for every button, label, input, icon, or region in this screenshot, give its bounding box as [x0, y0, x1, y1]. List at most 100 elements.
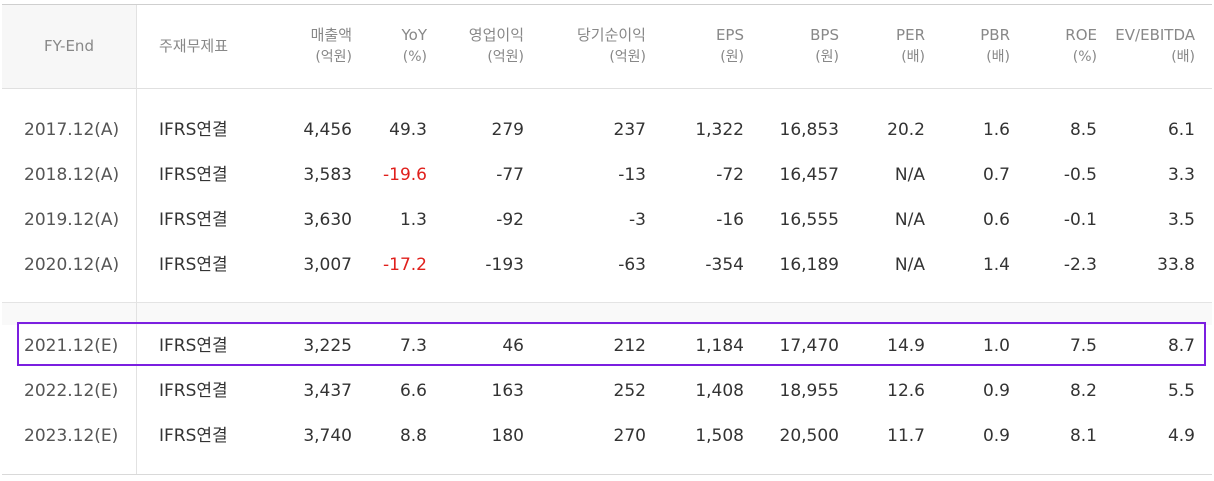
- cell-main-statement: IFRS연결: [159, 336, 228, 356]
- cell-roe: 8.2: [1069, 381, 1097, 401]
- cell-per: N/A: [894, 255, 925, 275]
- cell-pbr: 0.9: [982, 381, 1010, 401]
- table-bottom-border: [2, 474, 1212, 475]
- cell-bps: 17,470: [779, 336, 839, 356]
- cell-operating-profit: -77: [496, 165, 524, 185]
- header-per: PER (배): [847, 4, 925, 88]
- header-unit: (원): [815, 49, 839, 65]
- cell-per: N/A: [894, 165, 925, 185]
- header-label: 당기순이익: [576, 26, 646, 44]
- cell-roe: 7.5: [1069, 336, 1097, 356]
- cell-revenue: 3,740: [303, 426, 352, 446]
- cell-bps: 16,853: [779, 120, 839, 140]
- table-row: 2021.12(E) IFRS연결 3,225 7.3 46 212 1,184 17,470…: [2, 324, 1212, 368]
- header-ev-ebitda: EV/EBITDA (배): [1102, 4, 1195, 88]
- actual-estimate-separator: [2, 302, 1212, 325]
- header-unit: (배): [901, 49, 925, 65]
- header-label: 주재무제표: [159, 37, 229, 55]
- cell-main-statement: IFRS연결: [159, 120, 228, 140]
- cell-revenue: 3,437: [303, 381, 352, 401]
- cell-pbr: 0.6: [982, 210, 1010, 230]
- cell-net-income: -13: [618, 165, 646, 185]
- cell-ev-ebitda: 33.8: [1157, 255, 1195, 275]
- header-unit: (%): [402, 49, 427, 65]
- cell-eps: -16: [716, 210, 744, 230]
- table-top-border: [2, 4, 1212, 5]
- cell-roe: 8.1: [1069, 426, 1097, 446]
- cell-main-statement: IFRS연결: [159, 255, 228, 275]
- header-label: ROE: [1065, 26, 1097, 44]
- cell-revenue: 3,007: [303, 255, 352, 275]
- cell-yoy: -19.6: [383, 165, 427, 185]
- cell-main-statement: IFRS연결: [159, 426, 228, 446]
- header-operating-profit: 영업이익 (억원): [432, 4, 524, 88]
- header-unit: (원): [720, 49, 744, 65]
- cell-pbr: 1.6: [982, 120, 1010, 140]
- header-divider: [2, 88, 1212, 89]
- cell-fy-end: 2018.12(A): [24, 165, 120, 185]
- header-bps: BPS (원): [757, 4, 839, 88]
- table-row: 2022.12(E) IFRS연결 3,437 6.6 163 252 1,408 18,95…: [2, 369, 1212, 413]
- cell-operating-profit: 279: [491, 120, 524, 140]
- cell-main-statement: IFRS연결: [159, 381, 228, 401]
- cell-fy-end: 2021.12(E): [24, 336, 119, 356]
- table-row: 2018.12(A) IFRS연결 3,583 -19.6 -77 -13 -72 16,45…: [2, 153, 1212, 197]
- header-revenue: 매출액 (억원): [272, 4, 352, 88]
- cell-net-income: 237: [613, 120, 646, 140]
- cell-bps: 16,189: [779, 255, 839, 275]
- table-row: 2023.12(E) IFRS연결 3,740 8.8 180 270 1,508 20,50…: [2, 414, 1212, 458]
- cell-yoy: 7.3: [399, 336, 427, 356]
- cell-pbr: 1.0: [982, 336, 1010, 356]
- header-label: 영업이익: [468, 26, 524, 44]
- cell-per: 11.7: [887, 426, 925, 446]
- header-main-statement: 주재무제표: [159, 4, 269, 88]
- cell-operating-profit: -193: [485, 255, 524, 275]
- header-label: FY-End: [44, 37, 94, 55]
- cell-roe: -2.3: [1063, 255, 1097, 275]
- cell-revenue: 3,225: [303, 336, 352, 356]
- cell-fy-end: 2017.12(A): [24, 120, 120, 140]
- cell-bps: 20,500: [779, 426, 839, 446]
- cell-eps: 1,184: [695, 336, 744, 356]
- table-row: 2020.12(A) IFRS연결 3,007 -17.2 -193 -63 -354 16,…: [2, 243, 1212, 287]
- cell-ev-ebitda: 5.5: [1167, 381, 1195, 401]
- cell-pbr: 0.9: [982, 426, 1010, 446]
- header-label: PER: [896, 26, 925, 44]
- cell-ev-ebitda: 3.5: [1167, 210, 1195, 230]
- header-eps: EPS (원): [662, 4, 744, 88]
- cell-bps: 18,955: [779, 381, 839, 401]
- cell-main-statement: IFRS연결: [159, 210, 228, 230]
- cell-net-income: -63: [618, 255, 646, 275]
- cell-bps: 16,555: [779, 210, 839, 230]
- cell-yoy: 49.3: [389, 120, 427, 140]
- cell-eps: 1,322: [695, 120, 744, 140]
- fy-column-divider: [136, 5, 137, 474]
- header-fy-end: FY-End: [2, 4, 136, 88]
- cell-operating-profit: -92: [496, 210, 524, 230]
- header-roe: ROE (%): [1017, 4, 1097, 88]
- cell-operating-profit: 46: [502, 336, 524, 356]
- header-yoy: YoY (%): [357, 4, 427, 88]
- header-unit: (억원): [609, 49, 646, 65]
- cell-yoy: 1.3: [399, 210, 427, 230]
- cell-fy-end: 2020.12(A): [24, 255, 120, 275]
- cell-revenue: 4,456: [303, 120, 352, 140]
- cell-main-statement: IFRS연결: [159, 165, 228, 185]
- cell-yoy: 6.6: [399, 381, 427, 401]
- header-label: PBR: [980, 26, 1010, 44]
- cell-per: 20.2: [887, 120, 925, 140]
- header-label: EV/EBITDA: [1115, 26, 1195, 44]
- cell-net-income: -3: [629, 210, 646, 230]
- cell-fy-end: 2019.12(A): [24, 210, 120, 230]
- header-label: YoY: [401, 26, 427, 44]
- header-label: EPS: [715, 26, 744, 44]
- header-unit: (억원): [487, 49, 524, 65]
- header-unit: (배): [986, 49, 1010, 65]
- cell-net-income: 252: [613, 381, 646, 401]
- header-unit: (배): [1171, 49, 1195, 65]
- cell-revenue: 3,630: [303, 210, 352, 230]
- cell-fy-end: 2023.12(E): [24, 426, 119, 446]
- cell-bps: 16,457: [779, 165, 839, 185]
- cell-operating-profit: 180: [491, 426, 524, 446]
- cell-yoy: -17.2: [383, 255, 427, 275]
